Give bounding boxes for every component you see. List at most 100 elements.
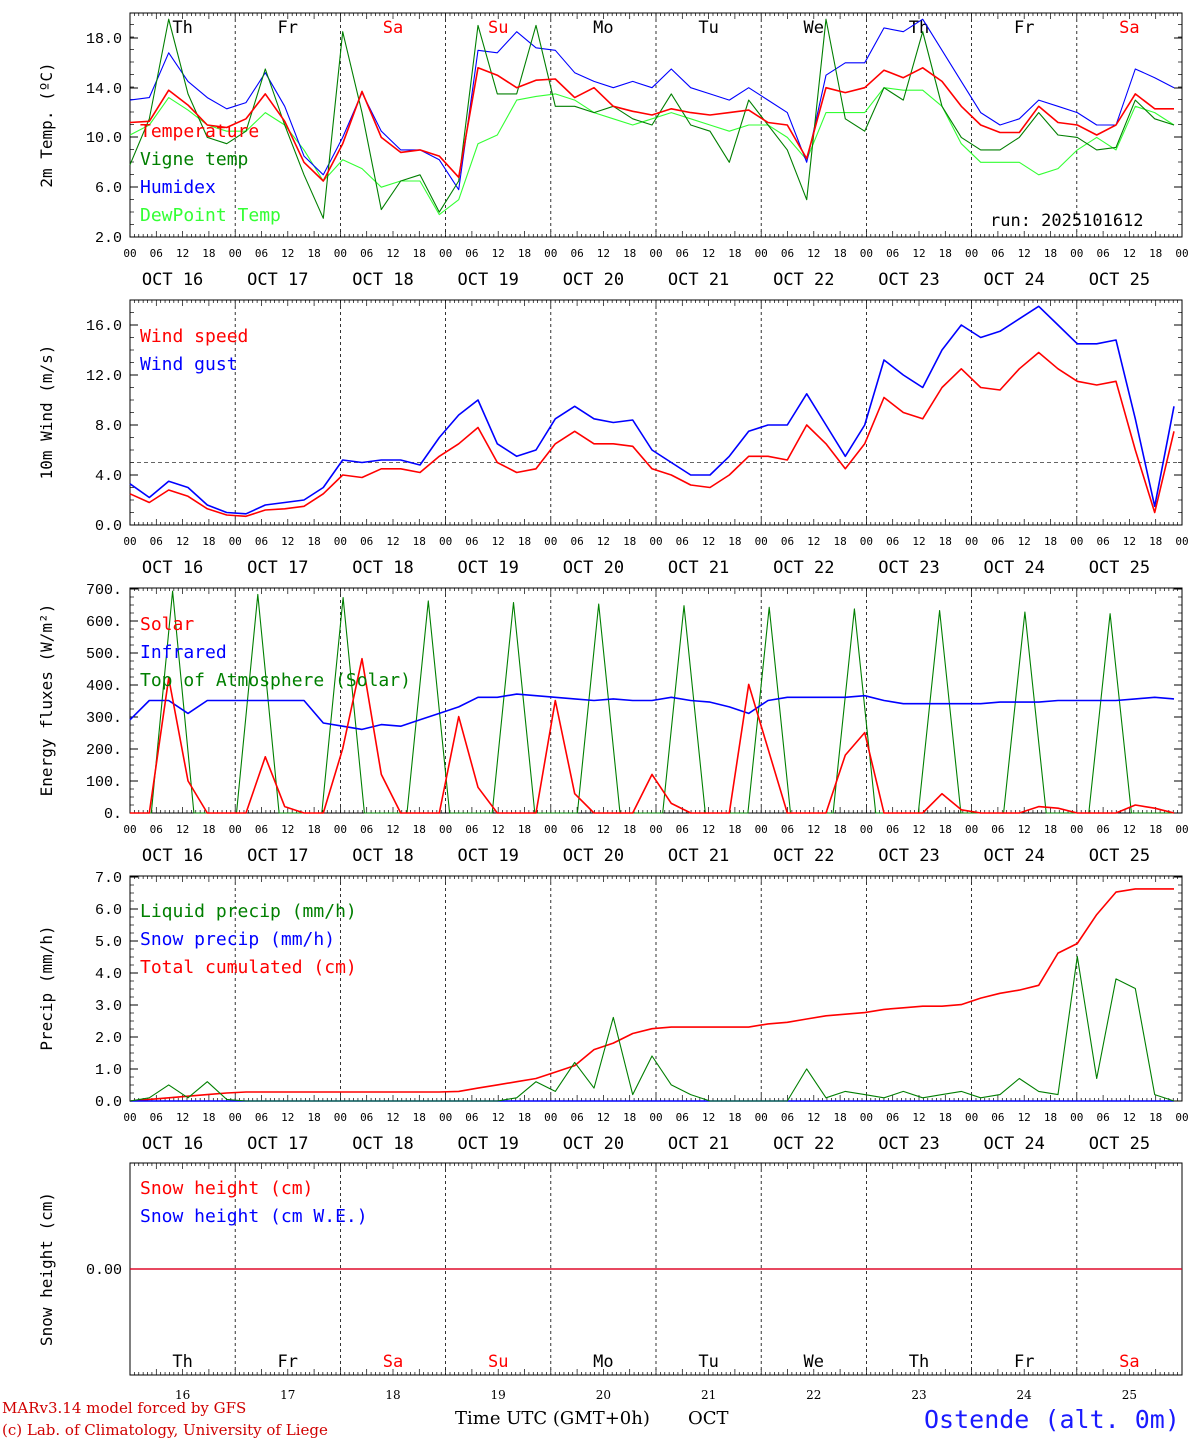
y-tick-label: 3.0	[95, 998, 122, 1015]
date-label: OCT 25	[1089, 846, 1150, 866]
hour-label: 06	[886, 823, 899, 836]
y-tick-label: 10.0	[86, 130, 122, 147]
date-label: OCT 22	[773, 846, 834, 866]
panel-4: 00 06 12 18 00 06 12 18 00 06 12 18 00 06 12 18 00 06 12 18…	[37, 870, 1189, 1154]
hour-label: 06	[781, 247, 794, 260]
day-number: 21	[701, 1388, 716, 1402]
legend-entry: Snow height (cm W.E.)	[140, 1206, 368, 1227]
hour-label: 06	[465, 535, 478, 548]
y-axis-label: Snow height (cm)	[37, 1192, 56, 1346]
hour-label: 12	[386, 535, 399, 548]
hour-label: 18	[623, 823, 636, 836]
hour-label: 12	[386, 247, 399, 260]
hour-label: 12	[1123, 1111, 1136, 1124]
hour-label: 12	[807, 247, 820, 260]
hour-label: 12	[281, 823, 294, 836]
legend-entry: Snow height (cm)	[140, 1178, 313, 1199]
hour-label: 00	[229, 247, 242, 260]
date-label: OCT 25	[1089, 558, 1150, 578]
hour-label: 00	[965, 247, 978, 260]
hour-label: 18	[307, 1111, 320, 1124]
weekday-label: Th	[172, 1352, 192, 1372]
hour-label: 18	[833, 1111, 846, 1124]
y-axis-label: 2m Temp. (ºC)	[37, 62, 56, 187]
y-tick-label: 100.	[86, 774, 122, 791]
hour-label: 00	[544, 247, 557, 260]
hour-label: 12	[807, 1111, 820, 1124]
hour-label: 12	[492, 247, 505, 260]
hour-label: 12	[386, 1111, 399, 1124]
weekday-label: Su	[488, 1352, 508, 1372]
hour-label: 06	[360, 247, 373, 260]
date-label: OCT 23	[878, 846, 939, 866]
y-axis-label: 10m Wind (m/s)	[37, 345, 56, 480]
hour-label: 06	[255, 823, 268, 836]
date-label: OCT 21	[668, 270, 729, 290]
legend-entry: Vigne temp	[140, 149, 248, 170]
date-label: OCT 23	[878, 270, 939, 290]
hour-label: 00	[965, 1111, 978, 1124]
hour-label: 06	[886, 535, 899, 548]
hour-label: 18	[728, 823, 741, 836]
date-label: OCT 24	[983, 1134, 1044, 1154]
hour-label: 06	[360, 1111, 373, 1124]
y-tick-label: 4.0	[95, 468, 122, 485]
hour-label: 12	[807, 535, 820, 548]
hour-label: 18	[518, 247, 531, 260]
legend-entry: Solar	[140, 614, 194, 635]
hour-label: 06	[465, 1111, 478, 1124]
y-tick-label: 2.0	[95, 1030, 122, 1047]
date-label: OCT 24	[983, 270, 1044, 290]
panels: 00 06 12 18 00 06 12 18 00 06 12 18 00 06 12 18 00 06 12 18…	[37, 12, 1189, 1402]
hour-label: 18	[202, 823, 215, 836]
lab-credit: (c) Lab. of Climatology, University of L…	[2, 1421, 328, 1439]
weekday-label: Tu	[698, 18, 718, 38]
legend-entry: Infrared	[140, 642, 227, 663]
hour-label: 00	[544, 823, 557, 836]
hour-label: 06	[465, 823, 478, 836]
hour-label: 00	[123, 823, 136, 836]
date-label: OCT 18	[352, 1134, 413, 1154]
hour-label: 18	[413, 247, 426, 260]
panel-1: 00 06 12 18 00 06 12 18 00 06 12 18 00 06 12 18 00 06 12 18…	[37, 12, 1189, 290]
hour-label: 12	[597, 1111, 610, 1124]
weekday-label: Sa	[1119, 18, 1139, 38]
panel-2: 00 06 12 18 00 06 12 18 00 06 12 18 00 06 12 18 00 06 12 18…	[37, 299, 1189, 578]
hour-label: 18	[728, 1111, 741, 1124]
hour-label: 00	[1070, 247, 1083, 260]
legend-entry: Temperature	[140, 121, 259, 142]
hour-label: 00	[860, 535, 873, 548]
hour-label: 18	[728, 247, 741, 260]
y-tick-label: 5.0	[95, 934, 122, 951]
series-line	[129, 18, 1175, 219]
day-number: 19	[491, 1388, 506, 1402]
weekday-label: Fr	[278, 18, 298, 38]
day-number: 20	[596, 1388, 611, 1402]
legend-entry: DewPoint Temp	[140, 205, 281, 226]
hour-label: 18	[202, 1111, 215, 1124]
weekday-label: We	[804, 18, 824, 38]
hour-label: 06	[360, 535, 373, 548]
date-label: OCT 17	[247, 846, 308, 866]
hour-label: 18	[833, 535, 846, 548]
x-axis-month: OCT	[688, 1408, 729, 1429]
date-label: OCT 23	[878, 558, 939, 578]
series-line	[129, 87, 1175, 216]
date-label: OCT 21	[668, 846, 729, 866]
hour-label: 18	[939, 535, 952, 548]
y-tick-label: 7.0	[95, 870, 122, 887]
hour-label: 12	[281, 535, 294, 548]
y-tick-label: 12.0	[86, 368, 122, 385]
legend-entry: Humidex	[140, 177, 216, 198]
day-number: 25	[1122, 1388, 1137, 1402]
hour-label: 12	[912, 1111, 925, 1124]
hour-label: 18	[202, 247, 215, 260]
hour-label: 00	[649, 823, 662, 836]
hour-label: 00	[123, 1111, 136, 1124]
y-tick-label: 4.0	[95, 966, 122, 983]
hour-label: 18	[202, 535, 215, 548]
y-tick-label: 6.0	[95, 902, 122, 919]
date-label: OCT 17	[247, 270, 308, 290]
hour-label: 12	[597, 247, 610, 260]
series-line	[129, 888, 1174, 1102]
